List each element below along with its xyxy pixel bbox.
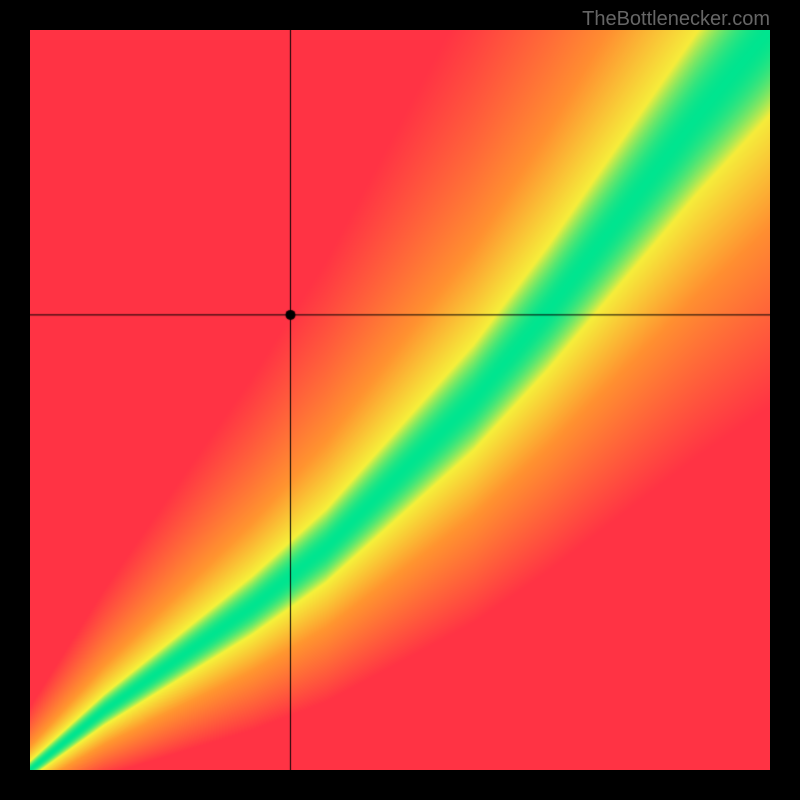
watermark-text: TheBottlenecker.com — [582, 8, 770, 31]
chart-container: TheBottlenecker.com — [0, 0, 800, 800]
heatmap-plot — [30, 30, 770, 770]
heatmap-canvas — [30, 30, 770, 770]
